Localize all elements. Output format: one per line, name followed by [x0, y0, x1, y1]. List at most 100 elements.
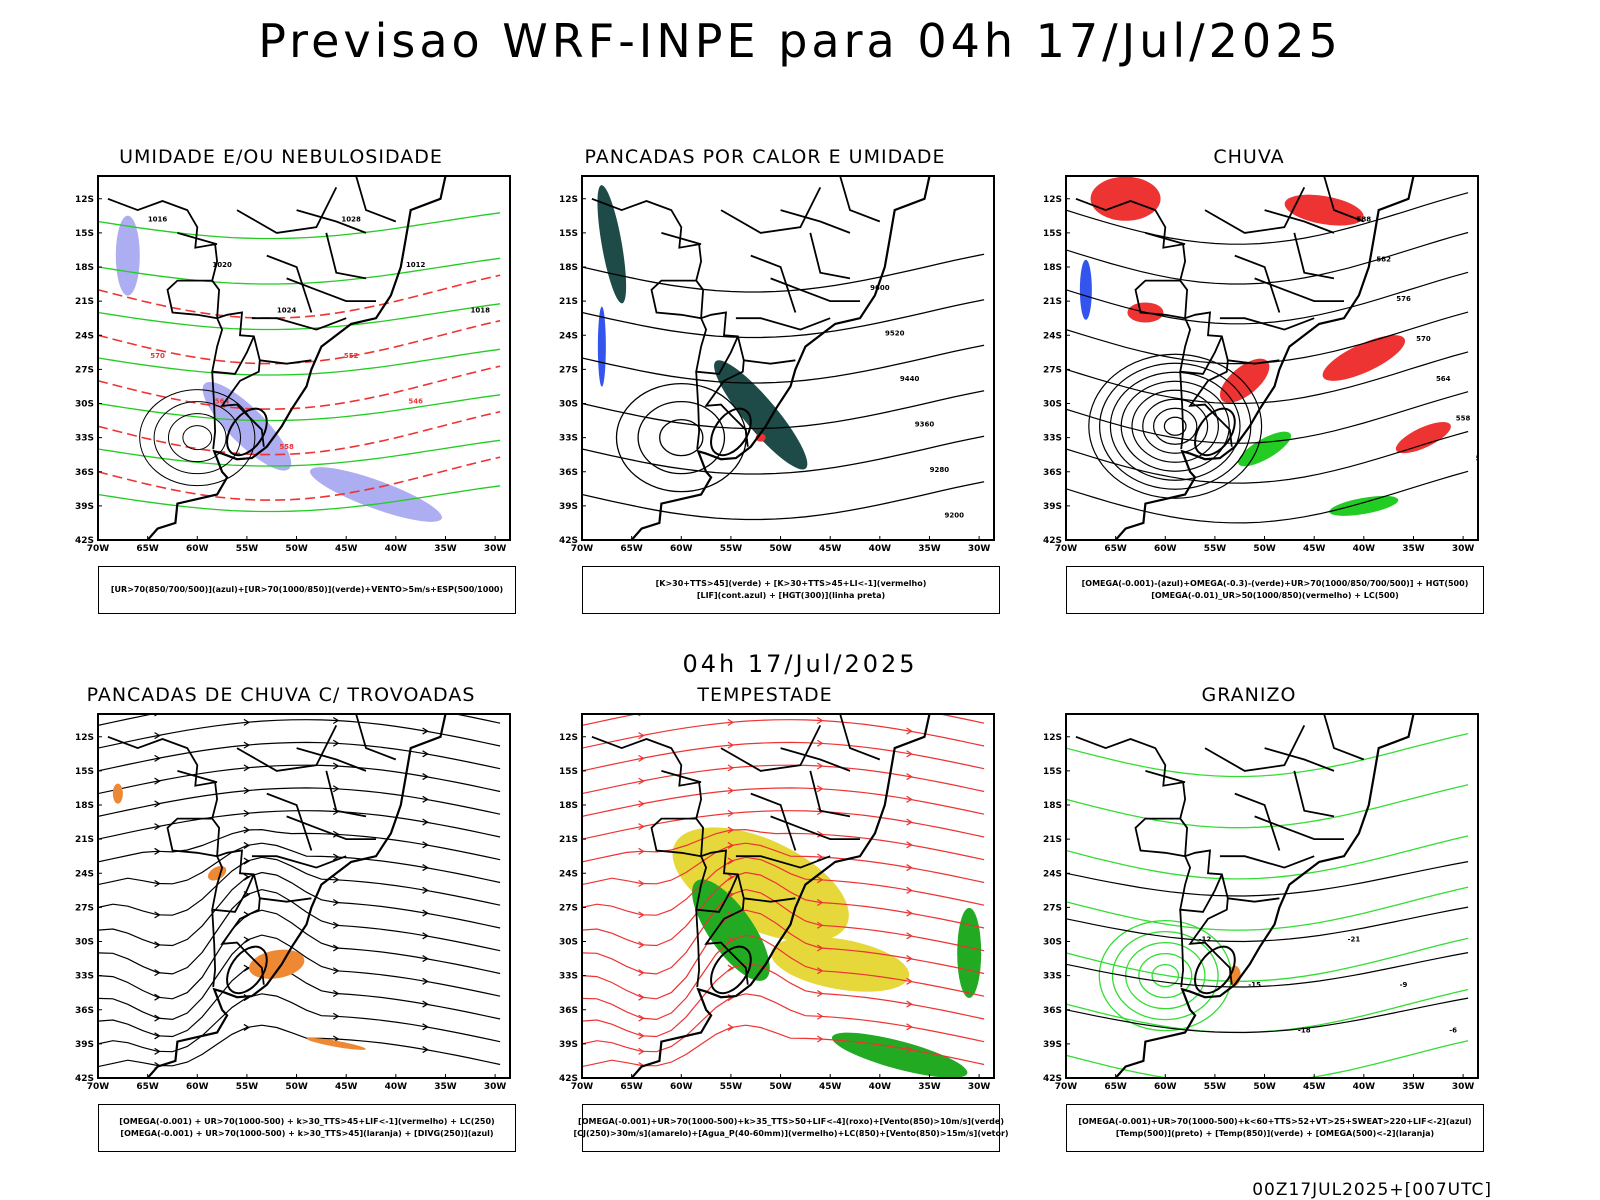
- border-line: [700, 849, 749, 985]
- streamline-arrow: [638, 911, 645, 919]
- contour-label: 1016: [148, 216, 168, 224]
- streamline: [582, 842, 985, 886]
- streamline-arrow: [422, 955, 429, 963]
- border-line: [251, 855, 347, 869]
- lon-tick-label: 45W: [1303, 1082, 1326, 1092]
- rain-area-green: [1329, 495, 1399, 516]
- humidity-contour-green: [98, 303, 501, 331]
- legend-line: [K>30+TTS>45](verde) + [K>30+TTS>45+LI<-…: [655, 579, 927, 588]
- streamline-arrow: [727, 741, 735, 749]
- lat-tick-label: 36S: [1043, 1006, 1062, 1016]
- streamline-arrow: [816, 717, 824, 725]
- streamline: [98, 719, 501, 749]
- lif-contour-blue: [597, 306, 606, 387]
- hgt500-contour: [1131, 389, 1220, 463]
- streamline-arrow: [332, 990, 340, 998]
- lat-tick-label: 30S: [1043, 938, 1062, 948]
- streamline: [582, 787, 985, 817]
- jet-area-yellow: [771, 936, 910, 992]
- hgt300-contour: [582, 390, 985, 430]
- lat-tick-label: 36S: [1043, 468, 1062, 478]
- temp500-contour: [1066, 952, 1469, 988]
- border-line: [325, 232, 367, 280]
- lon-tick-label: 70W: [1055, 1082, 1078, 1092]
- streamline-arrow: [638, 993, 645, 1001]
- border-line: [216, 849, 265, 985]
- streamline: [582, 993, 985, 1053]
- streamline: [98, 856, 501, 916]
- border-line: [266, 792, 313, 851]
- lon-tick-label: 45W: [335, 1082, 358, 1092]
- lon-tick-label: 45W: [819, 544, 842, 554]
- lon-tick-label: 60W: [670, 1082, 693, 1092]
- contour-label: 1012: [406, 261, 426, 269]
- streamline-arrow: [332, 921, 340, 929]
- streamline-arrow: [154, 823, 161, 831]
- border-line: [1234, 792, 1281, 851]
- lat-tick-label: 21S: [559, 297, 578, 307]
- streamline-arrow: [906, 727, 913, 735]
- lon-tick-label: 60W: [670, 544, 693, 554]
- lat-tick-label: 36S: [75, 468, 94, 478]
- streamline-arrow: [727, 826, 735, 834]
- lat-tick-label: 27S: [1043, 365, 1062, 375]
- lat-tick-label: 24S: [1043, 869, 1062, 879]
- streamline-arrow: [422, 795, 429, 803]
- jet-area-yellow: [672, 827, 849, 942]
- lon-tick-label: 30W: [484, 1082, 507, 1092]
- coastline: [630, 176, 931, 540]
- lat-tick-label: 18S: [75, 263, 94, 273]
- lat-tick-label: 21S: [1043, 835, 1062, 845]
- contour-label: 1020: [212, 261, 232, 269]
- lon-tick-label: 35W: [918, 1082, 941, 1092]
- map-layers: 588582576570564558552546: [1066, 176, 1478, 540]
- hgt500-contour: [1109, 371, 1241, 481]
- border-line: [735, 855, 831, 869]
- panel-title: CHUVA: [1213, 146, 1285, 168]
- panel-tempestade: TEMPESTADE 12S 15S 18S 21S 24S 27S 30S 33S 36S 39…: [550, 684, 1009, 1152]
- lon-tick-label: 35W: [1402, 544, 1425, 554]
- border-line: [226, 945, 268, 995]
- lon-tick-label: 60W: [1154, 544, 1177, 554]
- lon-tick-label: 70W: [87, 1082, 110, 1092]
- lat-tick-label: 42S: [1043, 536, 1062, 546]
- streamline-arrow: [422, 1000, 429, 1008]
- rain-area-red: [1284, 194, 1364, 226]
- lon-tick-label: 45W: [335, 544, 358, 554]
- panel-title: GRANIZO: [1201, 684, 1297, 706]
- streamline-arrow: [727, 1023, 735, 1031]
- lat-tick-label: 18S: [559, 801, 578, 811]
- legend-box: [K>30+TTS>45](verde) + [K>30+TTS>45+LI<-…: [582, 566, 1000, 614]
- streamline: [582, 962, 985, 1038]
- contour-label: -9: [1400, 981, 1408, 989]
- hgt500-contour: [1088, 353, 1263, 499]
- lat-tick-label: 12S: [559, 195, 578, 205]
- streamline-arrow: [638, 777, 645, 785]
- border-line: [355, 714, 397, 761]
- border-line: [216, 311, 265, 447]
- lat-tick-label: 42S: [75, 1074, 94, 1084]
- lat-tick-label: 18S: [1043, 801, 1062, 811]
- contour-label: -15: [1248, 981, 1261, 989]
- border-line: [591, 735, 705, 857]
- streamline-arrow: [422, 750, 429, 758]
- temp850-contour: [1066, 886, 1469, 931]
- lon-tick-label: 30W: [1452, 544, 1475, 554]
- map-pancadas-calor: 9600 9520 9440 9360 9280 9200 12S 15S 18S 21S 24S 2…: [550, 174, 1000, 570]
- streamline: [98, 871, 501, 947]
- lat-tick-label: 15S: [75, 767, 94, 777]
- streamline-arrow: [638, 1032, 645, 1040]
- lat-tick-label: 24S: [75, 331, 94, 341]
- panel-title: PANCADAS DE CHUVA C/ TROVOADAS: [86, 684, 476, 706]
- streamline-arrow: [243, 873, 251, 881]
- lat-tick-label: 39S: [75, 1040, 94, 1050]
- streamline-arrow: [243, 809, 251, 817]
- contour-label: -6: [1449, 1027, 1457, 1035]
- streamline-arrow: [332, 762, 340, 770]
- streamline-arrow: [906, 750, 913, 758]
- streamline-arrow: [422, 1046, 429, 1054]
- streamline-arrow: [422, 909, 429, 917]
- border-line: [1075, 735, 1189, 857]
- border-line: [1184, 849, 1233, 985]
- streamline-arrow: [638, 879, 645, 888]
